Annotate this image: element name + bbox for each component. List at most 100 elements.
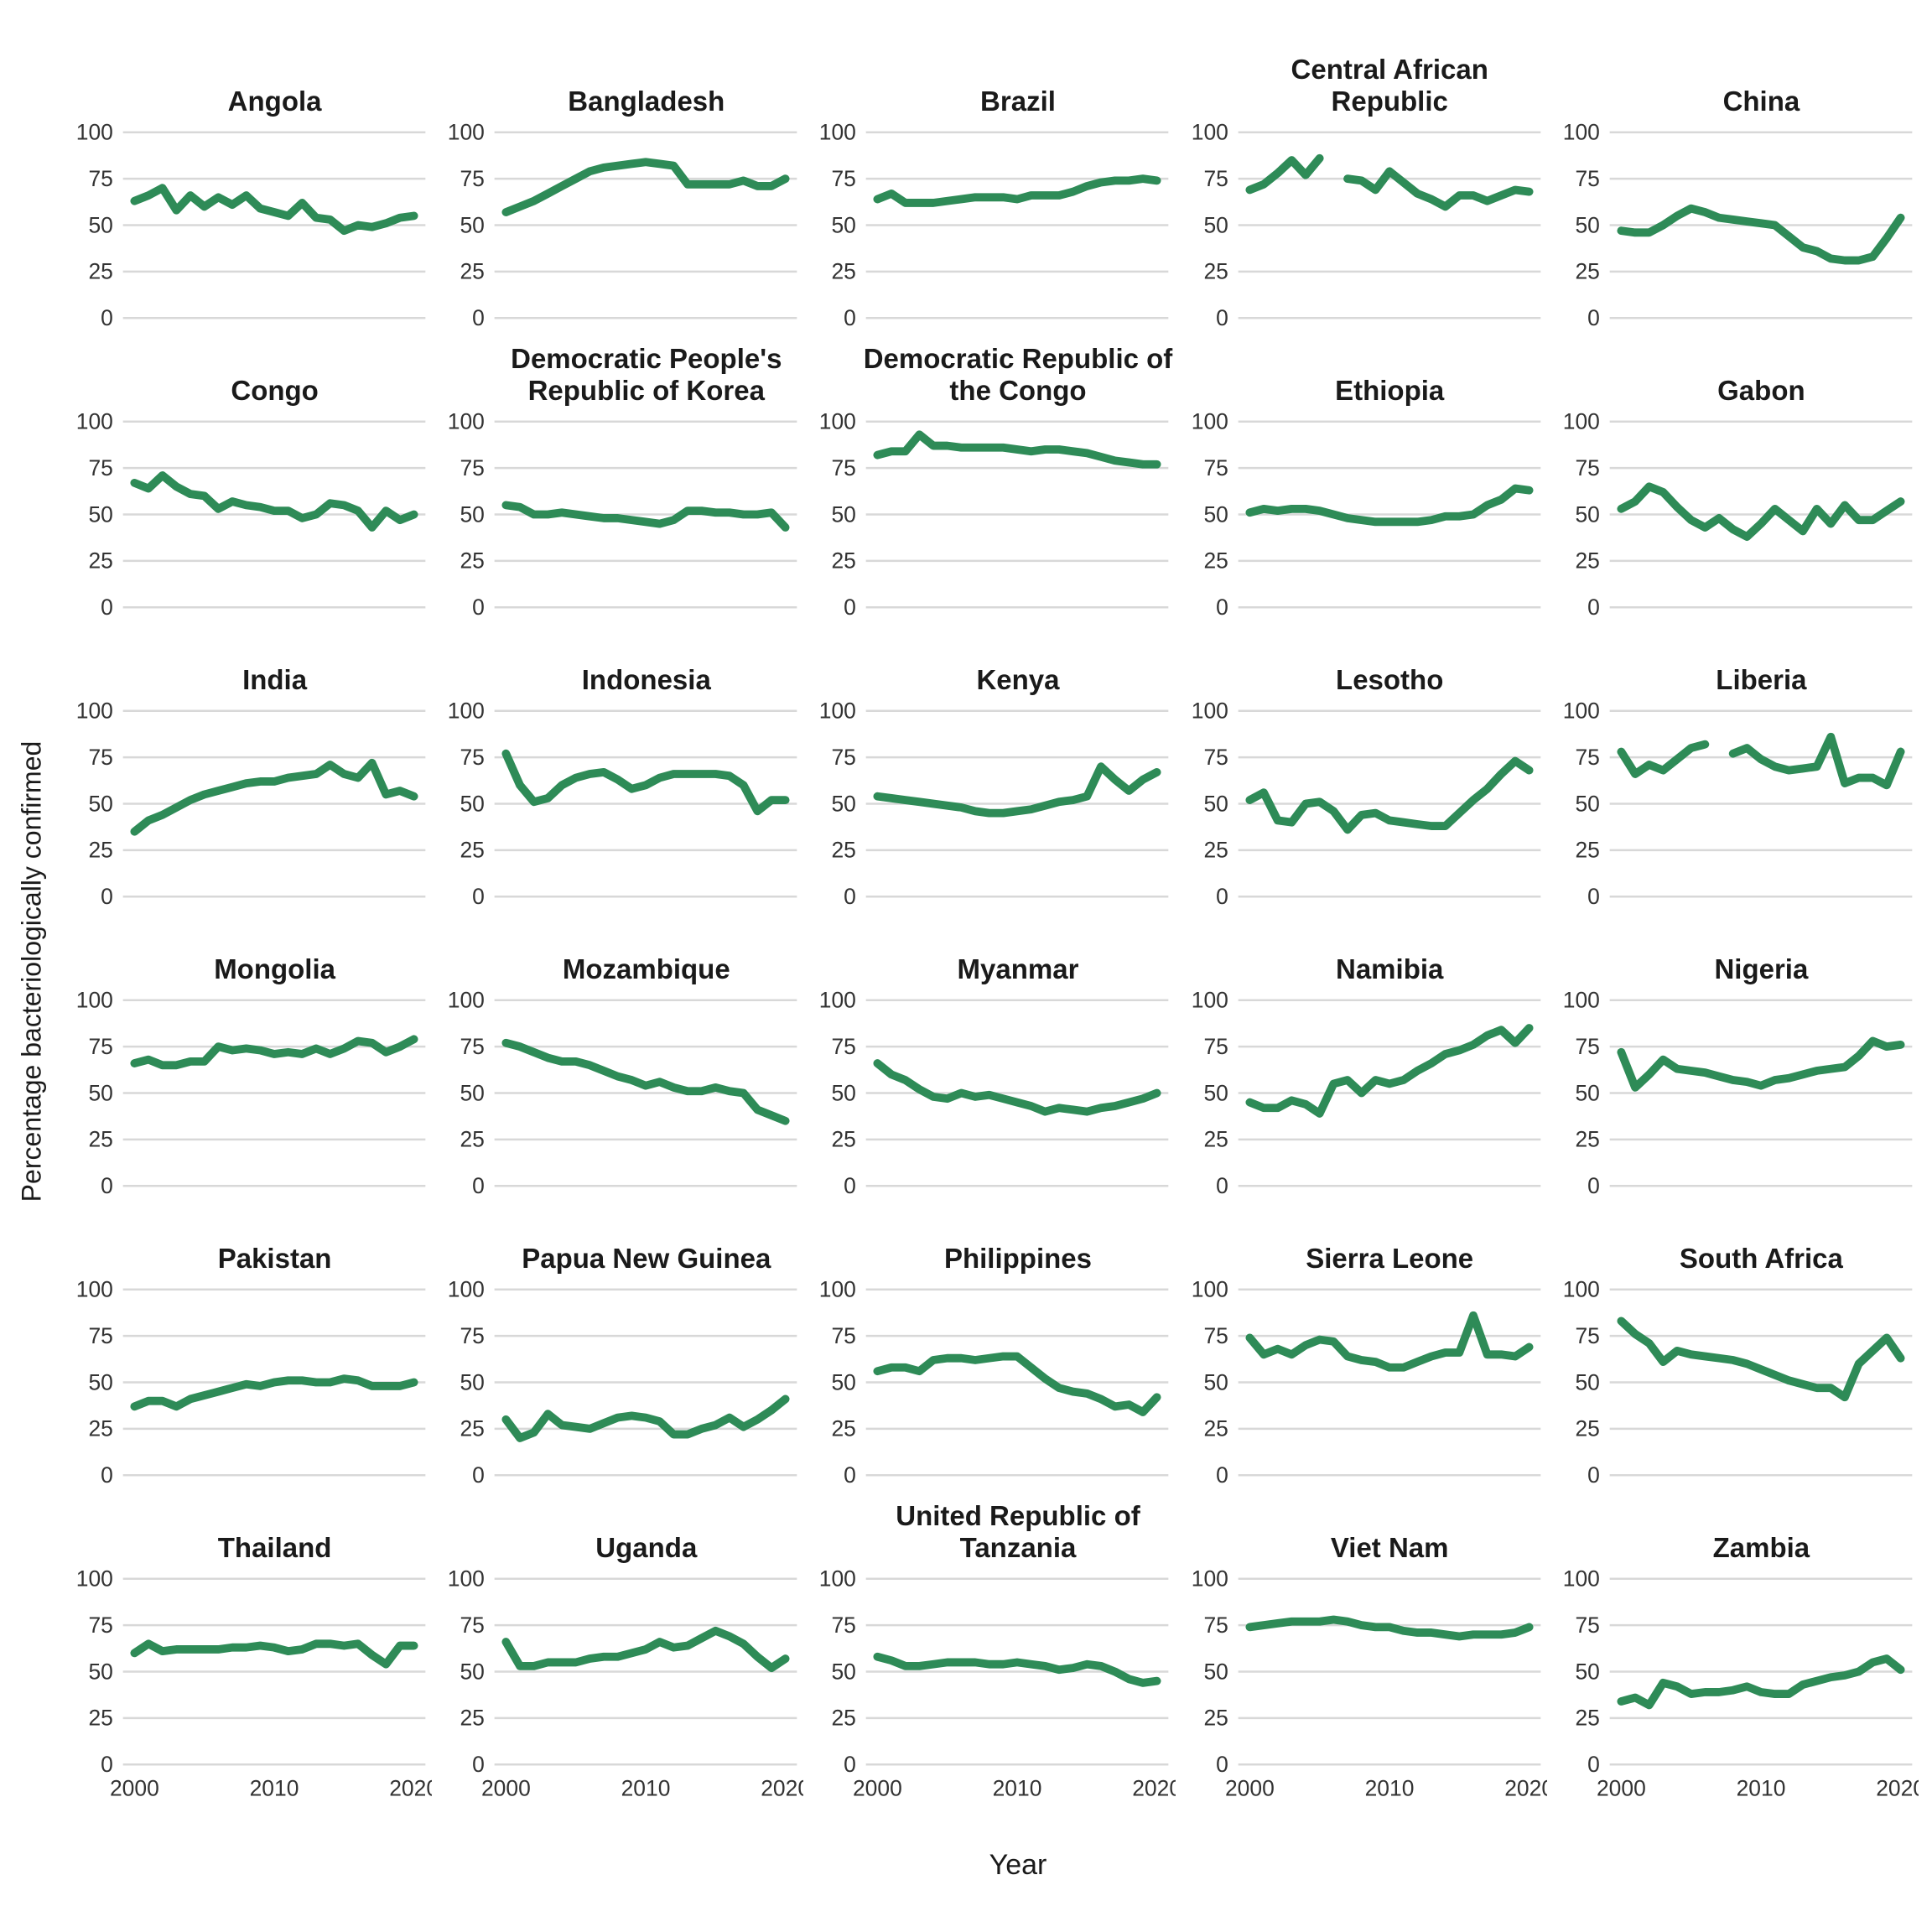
y-tick-label: 75 [1575, 166, 1599, 191]
facet-democratic-republic-of-the-congo: Democratic Republic of the Congo 0 25 50 75 1… [810, 340, 1175, 617]
y-tick-label: 50 [88, 501, 112, 527]
facet-chart: 0 25 50 75 100 [76, 701, 426, 906]
facet-chart: 0 25 50 75 100 [819, 701, 1169, 906]
y-tick-label: 50 [1575, 1369, 1599, 1394]
facet-thailand: Thailand 0 25 50 75 100 2000 2010 2020 [67, 1497, 432, 1809]
y-tick-label: 50 [1575, 1659, 1599, 1684]
y-tick-label: 0 [1587, 1173, 1600, 1196]
trend-line [1617, 204, 1905, 265]
x-tick-label: 2010 [250, 1776, 299, 1801]
facet-papua-new-guinea: Papua New Guinea 0 25 50 75 100 [439, 1208, 803, 1485]
y-tick-label: 75 [88, 745, 112, 770]
facet-zambia: Zambia 0 25 50 75 100 2000 2010 2020 [1554, 1497, 1919, 1809]
y-tick-label: 25 [832, 1706, 856, 1731]
trend-line [1245, 153, 1324, 195]
facet-chart: 0 25 50 75 100 2000 2010 2020 [1563, 1569, 1919, 1801]
y-tick-label: 75 [1575, 1613, 1599, 1638]
facet-liberia: Liberia 0 25 50 75 100 [1554, 629, 1919, 906]
trend-line [130, 758, 418, 836]
y-tick-label: 75 [1203, 745, 1228, 770]
y-tick-label: 0 [1216, 305, 1228, 328]
y-tick-label: 75 [1203, 1323, 1228, 1348]
y-tick-label: 50 [1575, 1080, 1599, 1105]
facet-angola: Angola 0 25 50 75 100 [67, 50, 432, 328]
facet-china: China 0 25 50 75 100 [1554, 50, 1919, 328]
facet-title: Sierra Leone [1306, 1243, 1474, 1275]
facet-title: Central African Republic [1291, 54, 1488, 117]
y-tick-label: 25 [460, 1127, 485, 1152]
x-axis-title: Year [989, 1849, 1047, 1881]
facet-title: Mozambique [562, 953, 730, 985]
trend-line [130, 1035, 418, 1070]
x-tick-label: 2000 [481, 1776, 531, 1801]
trend-line [873, 174, 1161, 207]
y-tick-label: 100 [448, 701, 485, 724]
y-tick-label: 75 [832, 166, 856, 191]
facet-united-republic-of-tanzania: United Republic of Tanzania 0 25 50 75 100 200… [810, 1497, 1175, 1809]
y-tick-label: 75 [460, 1613, 485, 1638]
y-tick-label: 25 [1575, 1416, 1599, 1441]
y-tick-label: 100 [448, 122, 485, 145]
y-tick-label: 25 [832, 838, 856, 863]
trend-line [873, 430, 1161, 469]
facet-chart: 0 25 50 75 100 2000 2010 2020 [448, 1569, 803, 1801]
y-tick-label: 100 [448, 412, 485, 434]
y-tick-label: 25 [832, 548, 856, 574]
facet-title: Lesotho [1336, 664, 1444, 696]
trend-line [501, 1394, 790, 1442]
y-tick-label: 25 [88, 1127, 112, 1152]
y-tick-label: 0 [101, 305, 113, 328]
y-tick-label: 50 [1203, 1659, 1228, 1684]
y-tick-label: 50 [832, 212, 856, 237]
facet-central-african-republic: Central African Republic 0 25 50 75 100 [1182, 50, 1547, 328]
trend-line [130, 184, 418, 236]
facet-chart: 0 25 50 75 100 [76, 122, 426, 328]
facet-title: Democratic Republic of the Congo [863, 343, 1173, 407]
trend-line [1617, 482, 1905, 542]
trend-line [501, 158, 790, 216]
facet-title: United Republic of Tanzania [896, 1500, 1140, 1564]
facet-title: China [1722, 86, 1800, 117]
trend-line [1617, 1654, 1905, 1710]
y-tick-label: 100 [819, 412, 856, 434]
y-tick-label: 0 [844, 1462, 857, 1485]
trend-line [501, 1627, 790, 1673]
x-tick-label: 2000 [1225, 1776, 1275, 1801]
facet-title: Ethiopia [1335, 375, 1445, 407]
y-tick-label: 25 [460, 1416, 485, 1441]
y-tick-label: 50 [88, 1659, 112, 1684]
x-tick-label: 2020 [1133, 1776, 1176, 1801]
y-tick-label: 75 [88, 1034, 112, 1059]
facet-chart: 0 25 50 75 100 [1191, 412, 1540, 617]
facet-viet-nam: Viet Nam 0 25 50 75 100 2000 2010 2020 [1182, 1497, 1546, 1809]
facet-namibia: Namibia 0 25 50 75 100 [1182, 918, 1547, 1196]
y-tick-label: 50 [1203, 1080, 1228, 1105]
facet-nigeria: Nigeria 0 25 50 75 100 [1554, 918, 1919, 1196]
facet-title: Philippines [943, 1243, 1092, 1275]
y-tick-label: 25 [88, 1706, 112, 1731]
y-tick-label: 50 [460, 212, 485, 237]
facet-title: Indonesia [581, 664, 711, 696]
y-tick-label: 50 [88, 212, 112, 237]
y-tick-label: 25 [460, 259, 485, 284]
y-tick-label: 0 [1216, 1173, 1228, 1196]
facet-mozambique: Mozambique 0 25 50 75 100 [439, 918, 803, 1196]
y-tick-label: 0 [1216, 1462, 1228, 1485]
facet-pakistan: Pakistan 0 25 50 75 100 [67, 1208, 432, 1485]
y-tick-label: 0 [844, 1173, 857, 1196]
facet-chart: 0 25 50 75 100 [1191, 1280, 1540, 1485]
y-tick-label: 75 [88, 1613, 112, 1638]
x-tick-label: 2000 [110, 1776, 159, 1801]
y-tick-label: 75 [832, 1034, 856, 1059]
y-tick-label: 50 [460, 1659, 485, 1684]
y-tick-label: 50 [832, 501, 856, 527]
y-tick-label: 50 [832, 1080, 856, 1105]
y-tick-label: 25 [1203, 1127, 1228, 1152]
facet-title: India [242, 664, 308, 696]
y-tick-label: 0 [1216, 1752, 1228, 1777]
y-tick-label: 75 [88, 455, 112, 480]
y-tick-label: 25 [1575, 259, 1599, 284]
y-tick-label: 50 [832, 1369, 856, 1394]
trend-line [501, 501, 790, 532]
y-tick-label: 25 [1575, 548, 1599, 574]
